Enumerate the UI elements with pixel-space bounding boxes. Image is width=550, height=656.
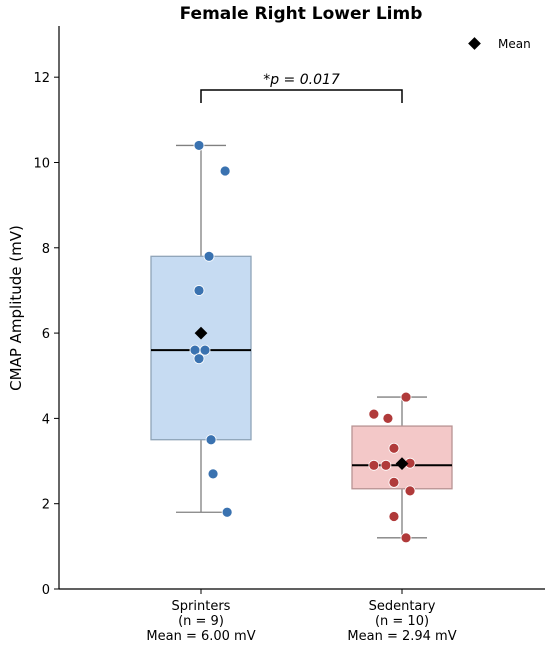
data-point <box>199 344 211 356</box>
data-point <box>193 285 205 296</box>
data-point <box>404 485 416 497</box>
data-point <box>193 140 205 151</box>
y-tick-label: 8 <box>42 242 50 257</box>
axes: 0 2 4 6 8 10 12 Sprinters(n = 9)Mean = 6.00 mV S… <box>33 26 545 644</box>
legend-mean-label: Mean <box>498 37 531 51</box>
category-label: Sedentary <box>369 599 436 614</box>
data-point <box>203 250 215 262</box>
y-tick-label: 2 <box>42 498 50 513</box>
y-tick-label: 4 <box>42 412 50 427</box>
category-label: Sprinters <box>172 599 231 614</box>
y-tick-label: 12 <box>33 71 50 86</box>
data-point <box>388 442 400 454</box>
data-point <box>400 391 412 403</box>
mean-marker <box>194 326 208 340</box>
data-point <box>207 468 219 480</box>
data-point <box>193 353 205 365</box>
legend: Mean <box>468 37 531 51</box>
data-point <box>368 459 380 471</box>
significance-bracket <box>200 89 403 103</box>
category-label: Mean = 2.94 mV <box>347 629 456 644</box>
y-tick-label: 0 <box>42 583 50 598</box>
y-tick-label: 10 <box>33 156 50 171</box>
significance-label: *p = 0.017 <box>263 72 340 88</box>
category-label: (n = 10) <box>375 614 429 629</box>
y-axis-label: CMAP Amplitude (mV) <box>7 225 25 391</box>
data-point <box>400 532 412 544</box>
mean-marker <box>395 457 409 470</box>
chart-title: Female Right Lower Limb <box>180 4 423 24</box>
category-label: (n = 9) <box>178 614 224 629</box>
data-point <box>368 408 380 420</box>
legend-mean-diamond <box>468 37 481 50</box>
data-point <box>221 506 233 518</box>
category-label: Mean = 6.00 mV <box>146 629 255 644</box>
data-point <box>219 165 231 177</box>
data-point <box>382 412 394 424</box>
data-point <box>388 511 400 522</box>
y-tick-label: 6 <box>42 327 50 342</box>
data-point <box>380 459 392 471</box>
plot-area: *p = 0.017 <box>150 72 453 544</box>
data-point <box>205 434 217 446</box>
data-point <box>388 476 400 488</box>
